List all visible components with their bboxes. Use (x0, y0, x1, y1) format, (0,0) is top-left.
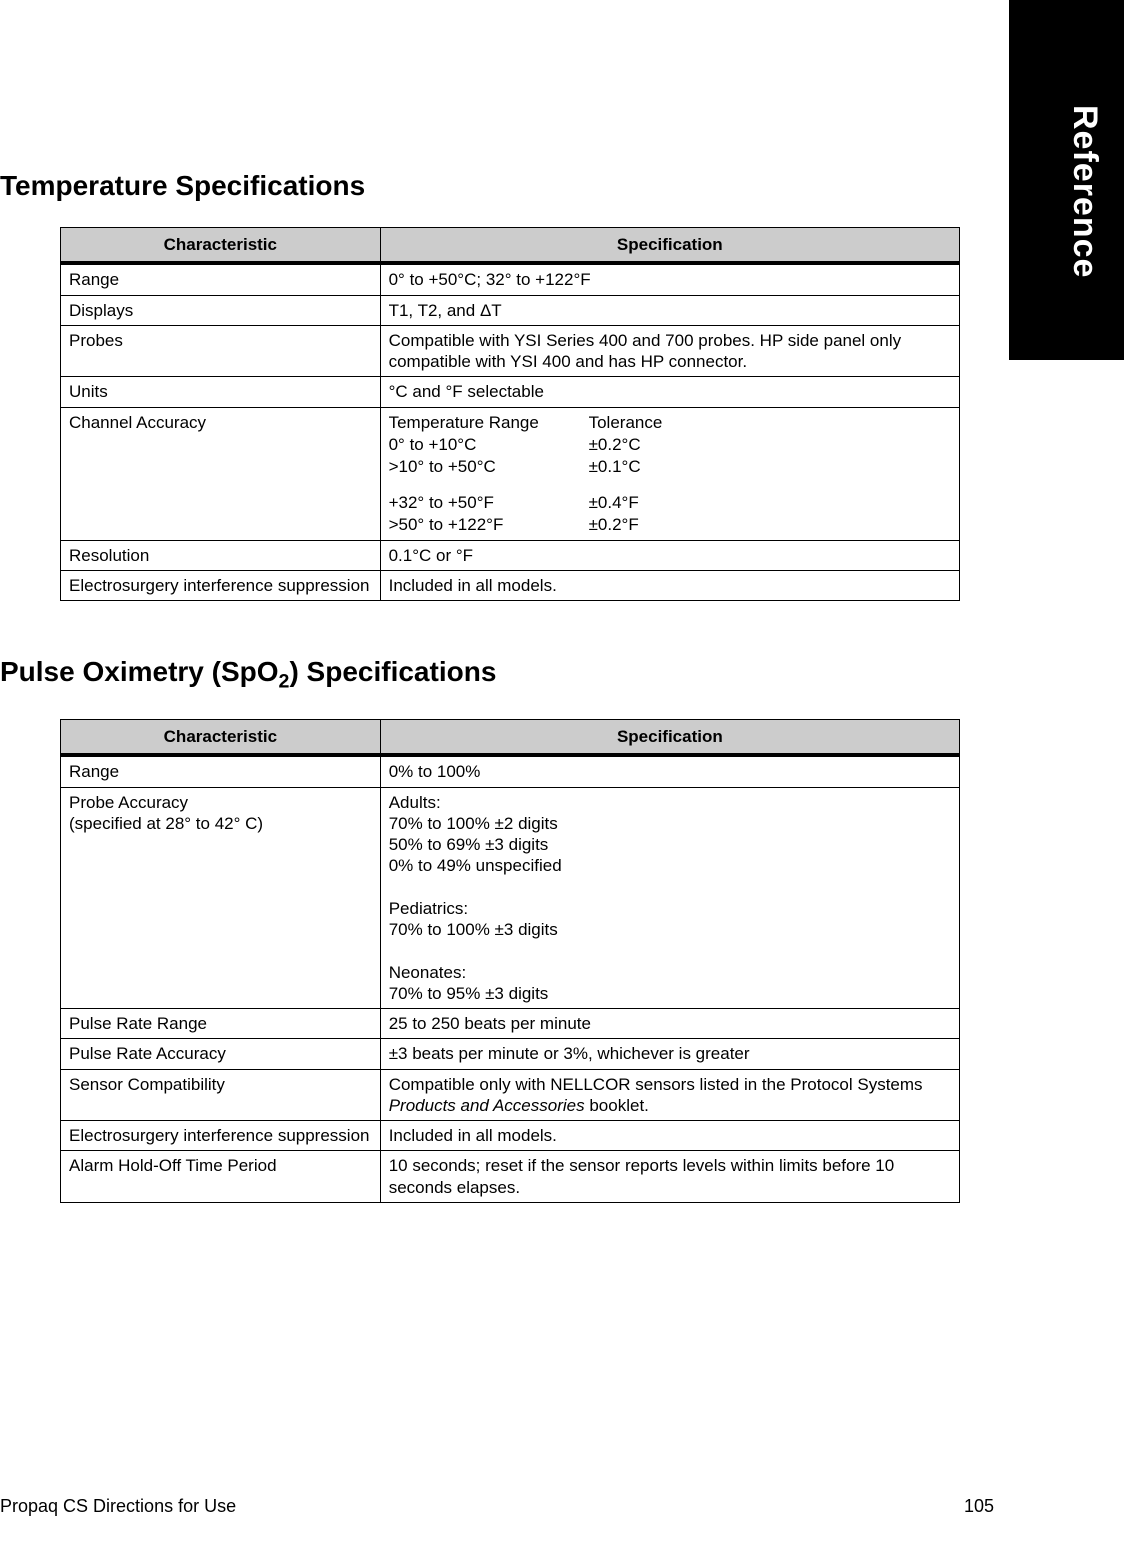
spo2-spec-table: Characteristic Specification Range 0% to… (60, 719, 960, 1203)
heading-post: ) Specifications (289, 656, 496, 687)
grid-cell: ±0.2°F (589, 514, 951, 536)
cell-characteristic: Alarm Hold-Off Time Period (61, 1151, 381, 1203)
cell-specification: Compatible only with NELLCOR sensors lis… (380, 1069, 959, 1121)
grid-cell: ±0.4°F (589, 492, 951, 514)
table-row: Resolution 0.1°C or °F (61, 540, 960, 570)
cell-specification: Adults: 70% to 100% ±2 digits 50% to 69%… (380, 787, 959, 1009)
cell-specification: Compatible with YSI Series 400 and 700 p… (380, 325, 959, 377)
cell-specification: Temperature Range Tolerance 0° to +10°C … (380, 407, 959, 540)
grid-cell: ±0.1°C (589, 456, 951, 478)
footer-page-number: 105 (964, 1496, 994, 1517)
table-row: Displays T1, T2, and ΔT (61, 295, 960, 325)
table-row: Alarm Hold-Off Time Period 10 seconds; r… (61, 1151, 960, 1203)
table-row: Probe Accuracy (specified at 28° to 42° … (61, 787, 960, 1009)
cell-specification: ±3 beats per minute or 3%, whichever is … (380, 1039, 959, 1069)
cell-specification: 10 seconds; reset if the sensor reports … (380, 1151, 959, 1203)
spec-post: booklet. (585, 1096, 649, 1115)
content-area: Temperature Specifications Characteristi… (0, 170, 995, 1203)
footer-left: Propaq CS Directions for Use (0, 1496, 236, 1517)
grid-gap (389, 478, 951, 492)
cell-specification: 0.1°C or °F (380, 540, 959, 570)
grid-cell: +32° to +50°F (389, 492, 589, 514)
cell-characteristic: Resolution (61, 540, 381, 570)
cell-characteristic: Electrosurgery interference suppression (61, 571, 381, 601)
cell-specification: °C and °F selectable (380, 377, 959, 407)
table-row: Probes Compatible with YSI Series 400 an… (61, 325, 960, 377)
table-row: Channel Accuracy Temperature Range Toler… (61, 407, 960, 540)
grid-cell: >50° to +122°F (389, 514, 589, 536)
table-row: Electrosurgery interference suppression … (61, 1121, 960, 1151)
side-tab: Reference (1009, 0, 1124, 360)
table-row: Pulse Rate Range 25 to 250 beats per min… (61, 1009, 960, 1039)
cell-specification: Included in all models. (380, 571, 959, 601)
col-header-characteristic: Characteristic (61, 228, 381, 264)
col-header-specification: Specification (380, 720, 959, 756)
grid-head-tolerance: Tolerance (589, 412, 951, 434)
cell-characteristic: Units (61, 377, 381, 407)
cell-specification: T1, T2, and ΔT (380, 295, 959, 325)
table-header-row: Characteristic Specification (61, 228, 960, 264)
cell-specification: 0° to +50°C; 32° to +122°F (380, 263, 959, 295)
cell-characteristic: Probes (61, 325, 381, 377)
cell-characteristic: Pulse Rate Accuracy (61, 1039, 381, 1069)
cell-characteristic: Probe Accuracy (specified at 28° to 42° … (61, 787, 381, 1009)
grid-head-range: Temperature Range (389, 412, 589, 434)
table-row: Electrosurgery interference suppression … (61, 571, 960, 601)
table-row: Sensor Compatibility Compatible only wit… (61, 1069, 960, 1121)
temperature-spec-table: Characteristic Specification Range 0° to… (60, 227, 960, 601)
temperature-spec-heading: Temperature Specifications (0, 170, 995, 202)
cell-characteristic: Sensor Compatibility (61, 1069, 381, 1121)
grid-cell: >10° to +50°C (389, 456, 589, 478)
cell-characteristic: Channel Accuracy (61, 407, 381, 540)
grid-cell: ±0.2°C (589, 434, 951, 456)
table-row: Pulse Rate Accuracy ±3 beats per minute … (61, 1039, 960, 1069)
cell-specification: Included in all models. (380, 1121, 959, 1151)
channel-accuracy-grid: Temperature Range Tolerance 0° to +10°C … (389, 412, 951, 536)
cell-specification: 0% to 100% (380, 755, 959, 787)
side-tab-label: Reference (1065, 105, 1104, 278)
heading-pre: Pulse Oximetry (SpO (0, 656, 279, 687)
table-row: Range 0% to 100% (61, 755, 960, 787)
spec-pre: Compatible only with NELLCOR sensors lis… (389, 1075, 923, 1094)
grid-cell: 0° to +10°C (389, 434, 589, 456)
cell-specification: 25 to 250 beats per minute (380, 1009, 959, 1039)
cell-characteristic: Pulse Rate Range (61, 1009, 381, 1039)
cell-characteristic: Electrosurgery interference suppression (61, 1121, 381, 1151)
page-footer: Propaq CS Directions for Use 105 (0, 1496, 1124, 1517)
spo2-spec-heading: Pulse Oximetry (SpO2) Specifications (0, 656, 995, 694)
col-header-specification: Specification (380, 228, 959, 264)
table-row: Range 0° to +50°C; 32° to +122°F (61, 263, 960, 295)
cell-characteristic: Displays (61, 295, 381, 325)
table-row: Units °C and °F selectable (61, 377, 960, 407)
spec-italic: Products and Accessories (389, 1096, 585, 1115)
col-header-characteristic: Characteristic (61, 720, 381, 756)
heading-sub: 2 (279, 671, 290, 693)
table-header-row: Characteristic Specification (61, 720, 960, 756)
cell-characteristic: Range (61, 263, 381, 295)
page: Reference Temperature Specifications Cha… (0, 0, 1124, 1557)
cell-characteristic: Range (61, 755, 381, 787)
